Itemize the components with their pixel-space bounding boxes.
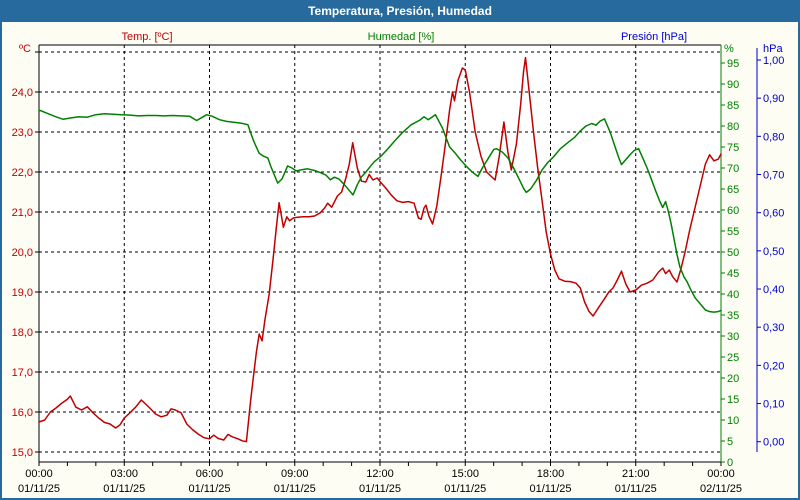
humidity-axis-tick-label: 30: [727, 331, 739, 343]
x-tick-time-label: 21:00: [622, 468, 650, 480]
plot-area: 15,0 16,0 17,0 18,0 19,0 20,0 21,0 22,0 23,0 24,0…: [12, 44, 784, 495]
temp-axis-tick-label: 15,0: [12, 447, 33, 459]
legend-pressure-label: Presión [hPa]: [621, 31, 687, 43]
humidity-axis-tick-label: 25: [727, 352, 739, 364]
humidity-axis-tick-label: 60: [727, 205, 739, 217]
humidity-axis-tick-label: 40: [727, 289, 739, 301]
legend-temp-label: Temp. [ºC]: [121, 31, 172, 43]
window-title: Temperatura, Presión, Humedad: [308, 4, 492, 18]
temp-axis-tick-label: 22,0: [12, 167, 33, 179]
pressure-axis-tick-label: 0,80: [763, 131, 784, 143]
humidity-axis-tick-label: 15: [727, 394, 739, 406]
temp-series-line: [38, 56, 722, 443]
humidity-axis-tick-label: 35: [727, 310, 739, 322]
pressure-axis-tick-label: 0,90: [763, 93, 784, 105]
x-tick-date-label: 01/11/25: [615, 483, 657, 495]
pressure-axis-unit-label: hPa: [763, 43, 783, 55]
humidity-axis-tick-label: 10: [727, 415, 739, 427]
pressure-axis-tick-label: 0,10: [763, 399, 784, 411]
x-tick-date-label: 01/11/25: [103, 483, 145, 495]
temp-axis-tick-label: 19,0: [12, 287, 33, 299]
temp-axis-unit-label: ºC: [19, 43, 31, 55]
x-tick-time-label: 09:00: [281, 468, 309, 480]
humidity-axis-tick-label: 45: [727, 268, 739, 280]
x-tick-date-label: 02/11/25: [700, 483, 742, 495]
x-tick-time-label: 18:00: [537, 468, 565, 480]
plot-background: [39, 45, 721, 462]
temp-axis-tick-label: 18,0: [12, 327, 33, 339]
temp-axis-tick-label: 24,0: [12, 87, 33, 99]
x-tick-date-label: 01/11/25: [529, 483, 571, 495]
humidity-axis-tick-label: 20: [727, 373, 739, 385]
humidity-axis-tick-label: 75: [727, 142, 739, 154]
pressure-axis-tick-label: 0,00: [763, 437, 784, 449]
humidity-axis-tick-label: 0: [727, 457, 733, 469]
x-tick-date-label: 01/11/25: [359, 483, 401, 495]
temp-axis-tick-label: 23,0: [12, 127, 33, 139]
pressure-axis-tick-label: 0,60: [763, 208, 784, 220]
humidity-axis-tick-label: 90: [727, 79, 739, 91]
temp-axis-tick-label: 16,0: [12, 407, 33, 419]
pressure-axis-tick-label: 0,40: [763, 284, 784, 296]
x-tick-time-label: 00:00: [25, 468, 53, 480]
humidity-axis-tick-label: 65: [727, 184, 739, 196]
humidity-axis-tick-label: 80: [727, 121, 739, 133]
x-tick-time-label: 12:00: [366, 468, 394, 480]
humidity-axis-tick-label: 95: [727, 58, 739, 70]
x-tick-time-label: 06:00: [196, 468, 224, 480]
temp-axis-tick-label: 20,0: [12, 247, 33, 259]
humidity-axis-tick-label: 50: [727, 247, 739, 259]
pressure-axis-tick-label: 1,00: [763, 55, 784, 67]
x-tick-time-label: 15:00: [451, 468, 479, 480]
x-tick-date-label: 01/11/25: [274, 483, 316, 495]
x-tick-time-label: 03:00: [110, 468, 138, 480]
temp-axis-tick-label: 17,0: [12, 367, 33, 379]
legend-humidity-label: Humedad [%]: [368, 31, 435, 43]
humidity-axis-tick-label: 5: [727, 436, 733, 448]
pressure-axis-tick-label: 0,30: [763, 322, 784, 334]
x-tick-date-label: 01/11/25: [444, 483, 486, 495]
humidity-axis-tick-label: 70: [727, 163, 739, 175]
humidity-series-line: [38, 109, 722, 313]
x-tick-date-label: 01/11/25: [188, 483, 230, 495]
window-title-bar[interactable]: [0, 0, 800, 22]
x-tick-date-label: 01/11/25: [18, 483, 60, 495]
humidity-axis-tick-label: 55: [727, 226, 739, 238]
humidity-axis-tick-label: 85: [727, 100, 739, 112]
pressure-axis-tick-label: 0,20: [763, 360, 784, 372]
pressure-axis-tick-label: 0,50: [763, 246, 784, 258]
pressure-axis-tick-label: 0,70: [763, 170, 784, 182]
humidity-axis-unit-label: %: [724, 43, 734, 55]
temp-axis-tick-label: 21,0: [12, 207, 33, 219]
x-tick-time-label: 00:00: [707, 468, 735, 480]
